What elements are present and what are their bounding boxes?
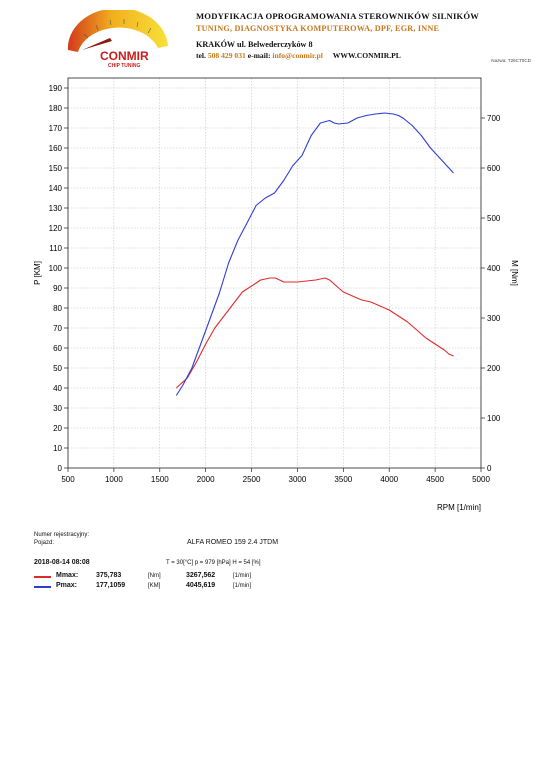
power-curve [175, 277, 454, 389]
y-right-tick-label: 300 [487, 314, 501, 323]
y-left-tick-label: 40 [53, 384, 62, 393]
reference-code: Nazwa: T26CT0CD [491, 58, 531, 63]
x-tick-label: 500 [61, 475, 75, 484]
pmax-label: Pmax: [56, 582, 78, 589]
header-address: KRAKÓW ul. Belwederczyków 8 [196, 40, 313, 49]
tel-label: tel. [196, 51, 206, 60]
y-left-tick-label: 20 [53, 424, 62, 433]
plot-frame [67, 77, 482, 469]
y-left-tick-label: 100 [49, 264, 63, 273]
mmax-rpm-unit: [1/min] [233, 573, 252, 579]
mmax-unit: [Nm] [148, 573, 161, 579]
y-axis-left-label: P [KM] [33, 261, 42, 285]
mmax-rpm: 3267,562 [186, 572, 216, 579]
y-left-tick-label: 150 [49, 164, 63, 173]
y-left-tick-label: 160 [49, 144, 63, 153]
header-contact: tel. 508 429 031 e-mail: info@conmir.pl … [196, 51, 401, 60]
y-left-tick-label: 90 [53, 284, 62, 293]
pmax-rpm-unit: [1/min] [233, 583, 252, 589]
x-tick-label: 4000 [380, 475, 398, 484]
x-tick-label: 3500 [334, 475, 352, 484]
torque-curve [175, 112, 454, 396]
y-left-tick-label: 60 [53, 344, 62, 353]
y-right-tick-label: 200 [487, 364, 501, 373]
torque-legend-swatch [34, 586, 51, 588]
y-left-tick-label: 80 [53, 304, 62, 313]
y-right-tick-label: 100 [487, 414, 501, 423]
test-datetime: 2018-08-14 08:08 [34, 559, 90, 566]
power-legend-swatch [34, 576, 51, 578]
y-right-tick-label: 0 [487, 464, 492, 473]
y-right-tick-label: 600 [487, 164, 501, 173]
y-left-tick-label: 190 [49, 84, 63, 93]
pmax-rpm: 4045,619 [186, 582, 216, 589]
logo-needle [82, 38, 112, 50]
header-services: TUNING, DIAGNOSTYKA KOMPUTEROWA, DPF, EG… [196, 24, 440, 33]
x-tick-label: 1000 [105, 475, 123, 484]
vehicle-name: ALFA ROMEO 159 2.4 JTDM [187, 539, 279, 546]
series-lines [175, 112, 454, 396]
y-left-tick-label: 30 [53, 404, 62, 413]
registration-label: Numer rejestracyjny: [34, 532, 90, 538]
test-conditions: T = 30[°C] p = 979 [hPa] H = 54 [%] [166, 560, 261, 566]
mmax-value: 375,783 [96, 572, 122, 579]
logo-text: CONMIR [100, 49, 149, 63]
y-left-tick-label: 50 [53, 364, 62, 373]
x-tick-label: 3000 [289, 475, 307, 484]
x-tick-label: 5000 [472, 475, 490, 484]
website-link[interactable]: WWW.CONMIR.PL [332, 51, 401, 60]
email-link[interactable]: info@conmir.pl [272, 51, 323, 60]
pmax-unit: [KM] [148, 583, 161, 589]
y-axis-right-label: M [Nm] [510, 260, 519, 286]
email-label: e-mail: [247, 51, 271, 60]
grid [68, 78, 481, 468]
y-left-tick-label: 110 [49, 244, 62, 253]
y-left-tick-label: 140 [49, 184, 63, 193]
x-axis-label: RPM [1/min] [437, 503, 481, 512]
ticks: 500 1000 1500 2000 2500 3000 3500 4000 4500 50000… [49, 84, 501, 484]
y-left-tick-label: 0 [58, 464, 63, 473]
y-left-tick-label: 70 [53, 324, 62, 333]
dyno-chart: 500 1000 1500 2000 2500 3000 3500 4000 4500 50000… [33, 77, 519, 512]
conmir-logo: CONMIR CHIP TUNING [67, 10, 168, 69]
header-title: MODYFIKACJA OPROGRAMOWANIA STEROWNIKÓW S… [196, 11, 480, 21]
logo-subtext: CHIP TUNING [108, 63, 141, 69]
x-tick-label: 4500 [426, 475, 444, 484]
y-left-tick-label: 180 [49, 104, 63, 113]
y-right-tick-label: 500 [487, 214, 501, 223]
y-right-tick-label: 700 [487, 114, 501, 123]
x-tick-label: 1500 [151, 475, 169, 484]
phone-number: 508 429 031 [207, 51, 246, 60]
x-tick-label: 2500 [243, 475, 261, 484]
y-left-tick-label: 10 [53, 444, 62, 453]
logo-arc [67, 10, 168, 52]
mmax-label: Mmax: [56, 572, 79, 579]
y-right-tick-label: 400 [487, 264, 501, 273]
y-left-tick-label: 120 [49, 224, 63, 233]
x-tick-label: 2000 [197, 475, 215, 484]
y-left-tick-label: 130 [49, 204, 63, 213]
vehicle-label: Pojazd: [34, 540, 55, 546]
y-left-tick-label: 170 [49, 124, 63, 133]
pmax-value: 177,1059 [96, 582, 126, 589]
